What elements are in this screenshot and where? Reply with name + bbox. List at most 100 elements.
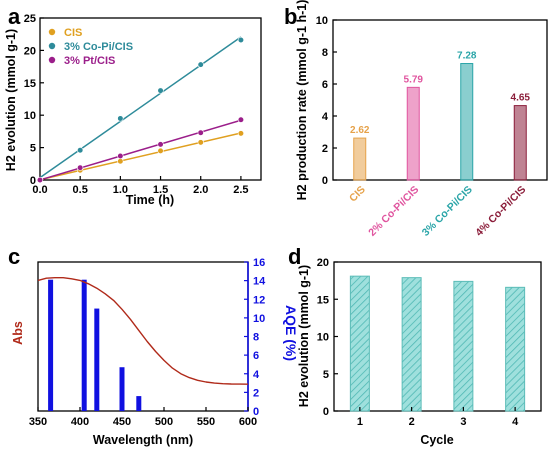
category-label: 4: [512, 416, 519, 428]
x-axis-title: Time (h): [126, 193, 174, 207]
y-tick-label: 2: [322, 143, 328, 155]
y-tick-label: 20: [24, 45, 36, 57]
x-axis-title: Cycle: [420, 433, 453, 447]
category-label: 1: [357, 416, 363, 428]
legend-label: CIS: [64, 27, 82, 39]
data-point: [237, 36, 245, 44]
bar: [505, 286, 526, 412]
series-line-2: [39, 119, 242, 181]
plot-frame: [332, 19, 548, 181]
y-tick-label: 8: [322, 47, 328, 59]
aqe-bar: [48, 279, 54, 411]
x-tick-label: 450: [113, 416, 131, 428]
panel-d-chart: d 0 5 10 15 20 1 2 3 4 Cycle H2 evolution (mmol…: [288, 244, 542, 447]
y-tick-label: 10: [316, 15, 328, 27]
y2-tick-label: 4: [253, 369, 260, 381]
panel-letter-d: d: [288, 244, 301, 269]
x-tick-label: 0.5: [73, 184, 88, 196]
data-point: [77, 164, 84, 171]
x-axis-title: Wavelength (nm): [93, 433, 193, 447]
y2-tick-label: 14: [253, 276, 266, 288]
x-tick-label: 2.0: [193, 184, 208, 196]
y2-tick-label: 6: [253, 350, 259, 362]
data-point: [237, 130, 245, 137]
category-label: 3% Co-Pi/CIS: [420, 184, 475, 239]
bar: [513, 105, 527, 181]
series-line-1: [39, 36, 242, 179]
x-tick-label: 1.0: [113, 184, 128, 196]
data-point: [117, 158, 124, 165]
aqe-bar: [119, 367, 125, 411]
y-tick-label: 5: [30, 143, 36, 155]
legend-marker: [48, 56, 56, 64]
category-label: 2% Co-Pi/CIS: [366, 184, 421, 239]
y-tick-label: 0: [322, 175, 328, 187]
data-point: [117, 152, 124, 160]
x-tick-label: 550: [197, 416, 215, 428]
y2-tick-label: 0: [253, 406, 259, 418]
x-tick-label: 400: [71, 416, 89, 428]
category-label: 3: [460, 416, 466, 428]
data-label: 5.79: [404, 74, 424, 85]
data-point: [117, 115, 124, 122]
data-label: 2.62: [350, 125, 370, 136]
data-label: 7.28: [457, 51, 477, 62]
data-point: [77, 147, 84, 154]
bar: [349, 275, 370, 412]
x-tick-label: 0.0: [32, 184, 47, 196]
y-tick-label: 0: [323, 406, 329, 418]
y-axis-title: H2 production rate (mmol g-1 h-1): [295, 0, 309, 200]
panel-letter-c: c: [8, 244, 20, 269]
data-point: [36, 176, 44, 184]
bar: [353, 137, 367, 181]
bar: [406, 86, 420, 181]
bar: [453, 280, 474, 412]
y2-tick-label: 8: [253, 332, 259, 344]
x-tick-label: 350: [29, 416, 47, 428]
y-axis-title: H2 evolution (mmol g-1): [4, 29, 18, 171]
y-tick-label: 25: [24, 13, 36, 25]
panel-c-chart: c 350 400 450 500 550 600 0 2 4 6 8 10 12 14 16 Wavel…: [8, 244, 299, 447]
y-tick-label: 0: [30, 175, 36, 187]
x-tick-label: 600: [239, 416, 257, 428]
aqe-bar: [81, 279, 87, 411]
x-tick-label: 1.5: [153, 184, 168, 196]
bar: [401, 277, 422, 412]
legend-marker: [48, 42, 56, 50]
data-point: [197, 129, 204, 136]
y-tick-label: 4: [322, 111, 329, 123]
y-tick-label: 20: [317, 257, 329, 269]
y2-tick-label: 12: [253, 294, 265, 306]
x-tick-label: 500: [155, 416, 173, 428]
data-point: [157, 87, 164, 94]
data-label: 4.65: [511, 93, 531, 104]
series-line-0: [39, 132, 242, 181]
aqe-bar: [94, 308, 100, 411]
data-point: [197, 139, 204, 146]
y-tick-label: 6: [322, 79, 328, 91]
y2-tick-label: 2: [253, 387, 259, 399]
data-point: [197, 61, 204, 68]
left-axis-title: Abs: [11, 321, 25, 345]
data-point: [157, 147, 164, 154]
y-tick-label: 10: [317, 332, 329, 344]
y2-tick-label: 16: [253, 257, 265, 269]
absorbance-curve: [37, 277, 249, 385]
data-point: [157, 141, 164, 148]
aqe-bar: [136, 396, 142, 411]
y2-tick-label: 10: [253, 313, 265, 325]
plot-frame: [39, 17, 262, 181]
right-axis-title: AQE (%): [283, 305, 299, 361]
legend-marker: [48, 28, 56, 36]
bar: [460, 63, 474, 181]
y-tick-label: 10: [24, 110, 36, 122]
category-label: 2: [409, 416, 415, 428]
legend-label: 3% Co-Pi/CIS: [64, 41, 133, 53]
y-tick-label: 15: [317, 294, 329, 306]
x-tick-label: 2.5: [233, 184, 248, 196]
category-label: 4% Co-Pi/CIS: [473, 184, 528, 239]
y-tick-label: 5: [323, 369, 329, 381]
y-axis-title: H2 evolution (mmol g-1): [297, 265, 311, 407]
